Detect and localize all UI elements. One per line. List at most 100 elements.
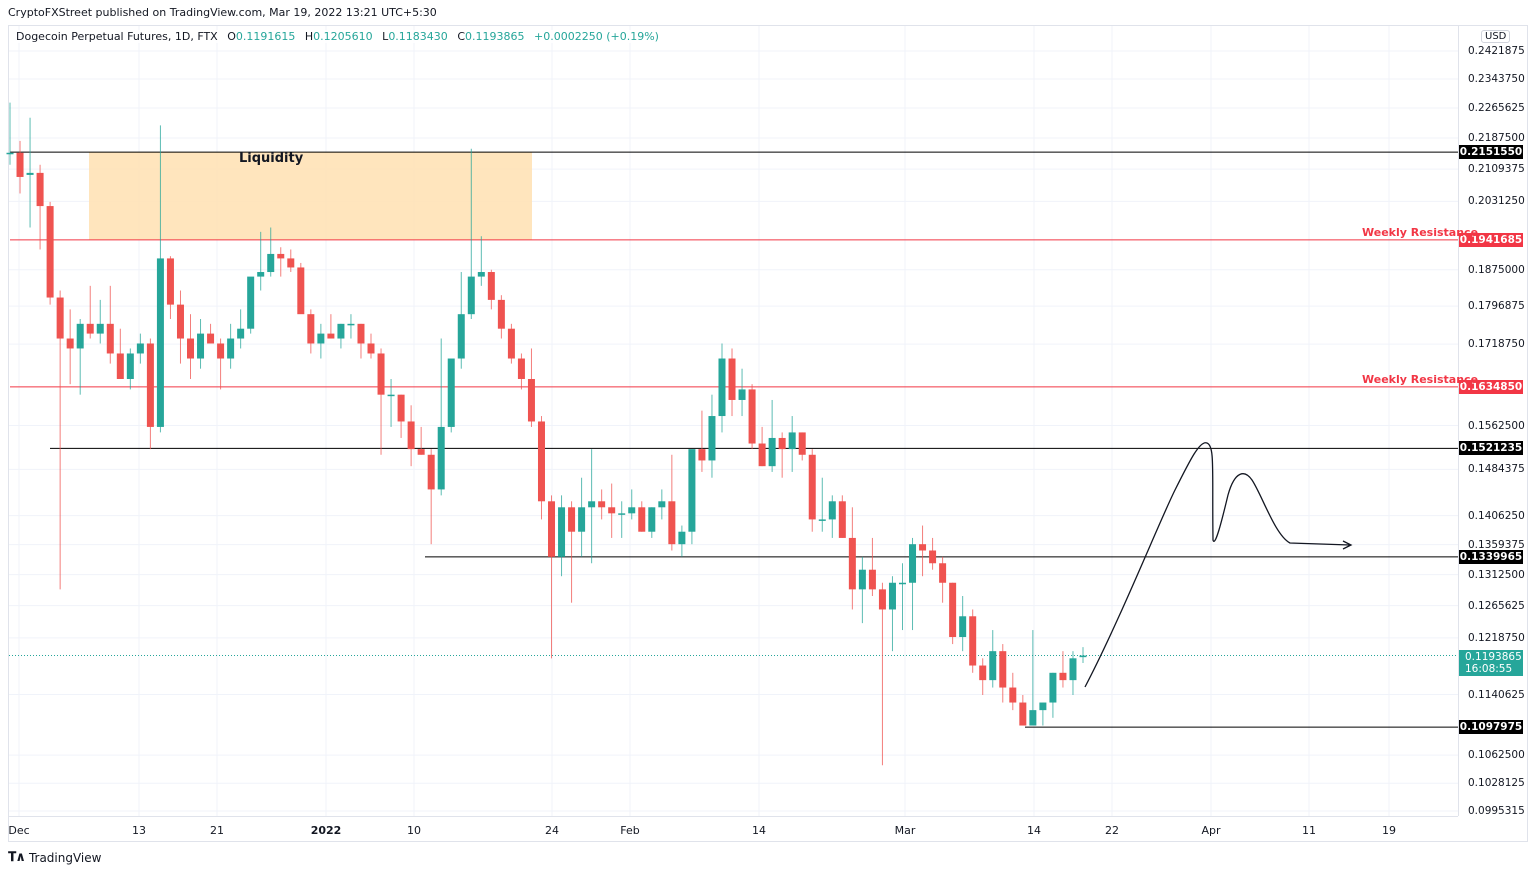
- candle: [939, 563, 947, 583]
- candle: [467, 276, 475, 315]
- candle: [698, 449, 706, 461]
- projection-path: [1084, 442, 1351, 688]
- candle: [708, 416, 716, 461]
- candle: [808, 454, 816, 520]
- candle: [347, 323, 355, 326]
- price-axis[interactable]: [1458, 25, 1529, 816]
- candle: [658, 501, 666, 508]
- time-tick: 2022: [310, 824, 342, 837]
- time-tick: 13: [132, 824, 146, 837]
- candle: [648, 507, 656, 532]
- candle: [558, 507, 566, 557]
- candle: [217, 343, 225, 359]
- candle: [487, 272, 495, 300]
- candle: [798, 432, 806, 455]
- candle: [818, 519, 826, 521]
- price-tick: 0.1028125: [1468, 777, 1525, 790]
- candle: [668, 501, 676, 545]
- price-tick: 0.1312500: [1468, 568, 1525, 581]
- price-tick: 0.1718750: [1468, 338, 1525, 351]
- candle: [888, 582, 896, 610]
- candle: [96, 323, 104, 334]
- candle: [66, 338, 74, 349]
- symbol-title[interactable]: Dogecoin Perpetual Futures, 1D, FTX: [16, 30, 218, 43]
- candle: [909, 544, 917, 583]
- open-value: 0.1191615: [235, 30, 296, 43]
- candle: [187, 338, 195, 359]
- candle: [728, 358, 736, 400]
- candle: [979, 665, 987, 681]
- price-tick: 0.2421875: [1468, 45, 1525, 57]
- candle: [1019, 702, 1027, 726]
- bar-countdown: 16:08:55: [1465, 662, 1513, 675]
- chart-legend: Dogecoin Perpetual Futures, 1D, FTX O0.1…: [16, 30, 659, 43]
- candle: [1039, 702, 1047, 711]
- time-tick: 10: [407, 824, 421, 837]
- candle: [1079, 655, 1087, 658]
- time-tick: 14: [752, 824, 766, 837]
- price-tick: 0.0995315: [1468, 805, 1525, 817]
- time-tick: Apr: [1201, 824, 1221, 837]
- candle: [848, 537, 856, 590]
- price-tick: 0.1265625: [1468, 599, 1525, 612]
- candle: [758, 443, 766, 467]
- candle: [307, 314, 315, 344]
- level-price-label: 0.1339965: [1459, 549, 1523, 564]
- candle: [1059, 672, 1067, 681]
- candle: [788, 432, 796, 450]
- candle: [628, 507, 636, 514]
- candle: [237, 328, 245, 339]
- price-tick: 0.1875000: [1468, 263, 1525, 276]
- candle: [16, 152, 24, 177]
- level-price-label: 0.1941685: [1459, 232, 1523, 247]
- candle: [146, 343, 154, 427]
- candle: [718, 358, 726, 417]
- price-tick: 0.1562500: [1468, 419, 1525, 432]
- level-price-label: 0.2151550: [1459, 145, 1523, 160]
- footer-brand: 𝐓∧ TradingView: [8, 850, 101, 865]
- price-tick: 0.1796875: [1468, 300, 1525, 313]
- time-tick: 24: [545, 824, 559, 837]
- candle: [337, 323, 345, 339]
- candle: [858, 569, 866, 590]
- chart-frame: [8, 25, 1528, 842]
- candle: [929, 550, 937, 564]
- currency-badge[interactable]: USD: [1481, 30, 1511, 43]
- candle: [457, 314, 465, 359]
- candle: [26, 172, 34, 175]
- candle: [297, 267, 305, 315]
- price-tick: 0.1062500: [1468, 749, 1525, 762]
- candle: [387, 394, 395, 397]
- candle: [116, 353, 124, 379]
- candle: [868, 569, 876, 590]
- candle: [317, 333, 325, 344]
- candle: [828, 501, 836, 520]
- candle: [919, 544, 927, 551]
- change-value: +0.0002250 (+0.19%): [534, 30, 659, 43]
- candle: [969, 616, 977, 666]
- candle: [197, 333, 205, 359]
- price-tick: 0.1484375: [1468, 463, 1525, 476]
- candle: [878, 589, 886, 610]
- candle: [207, 333, 215, 344]
- time-tick: Dec: [8, 824, 30, 837]
- high-value: 0.1205610: [313, 30, 373, 43]
- candle: [427, 454, 435, 490]
- candle: [166, 258, 174, 305]
- current-price-label: 0.1193865 16:08:55: [1459, 649, 1523, 676]
- candle: [588, 501, 596, 508]
- candle: [56, 297, 64, 339]
- candle: [568, 507, 576, 532]
- brand-name: TradingView: [28, 850, 102, 865]
- candle: [949, 582, 957, 638]
- candle: [277, 253, 285, 259]
- weekly-resistance-label: Weekly Resistance: [1362, 225, 1479, 239]
- candle: [999, 651, 1007, 688]
- candle: [738, 389, 746, 400]
- candle: [548, 501, 556, 557]
- candle: [36, 172, 44, 207]
- time-axis[interactable]: [8, 816, 1458, 843]
- time-tick: 11: [1302, 824, 1316, 837]
- candle: [86, 323, 94, 334]
